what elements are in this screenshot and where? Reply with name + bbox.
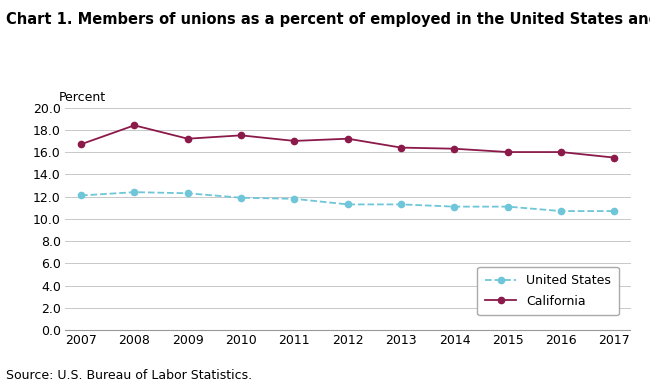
United States: [344, 202, 352, 207]
United States: [610, 209, 618, 214]
California: [610, 155, 618, 160]
United States: [504, 204, 512, 209]
California: [237, 133, 245, 137]
California: [504, 150, 512, 154]
United States: [77, 193, 85, 198]
United States: [291, 197, 298, 201]
United States: [397, 202, 405, 207]
Text: Chart 1. Members of unions as a percent of employed in the United States and Cal: Chart 1. Members of unions as a percent …: [6, 12, 650, 26]
United States: [237, 195, 245, 200]
California: [77, 142, 85, 147]
Legend: United States, California: United States, California: [478, 266, 619, 315]
California: [397, 145, 405, 150]
United States: [184, 191, 192, 195]
California: [291, 139, 298, 143]
United States: [557, 209, 565, 214]
Text: Percent: Percent: [58, 91, 105, 104]
California: [450, 146, 458, 151]
California: [131, 123, 138, 127]
United States: [450, 204, 458, 209]
California: [344, 136, 352, 141]
California: [557, 150, 565, 154]
Text: Source: U.S. Bureau of Labor Statistics.: Source: U.S. Bureau of Labor Statistics.: [6, 369, 253, 382]
California: [184, 136, 192, 141]
United States: [131, 190, 138, 194]
Line: California: California: [78, 122, 618, 161]
Line: United States: United States: [78, 189, 618, 214]
